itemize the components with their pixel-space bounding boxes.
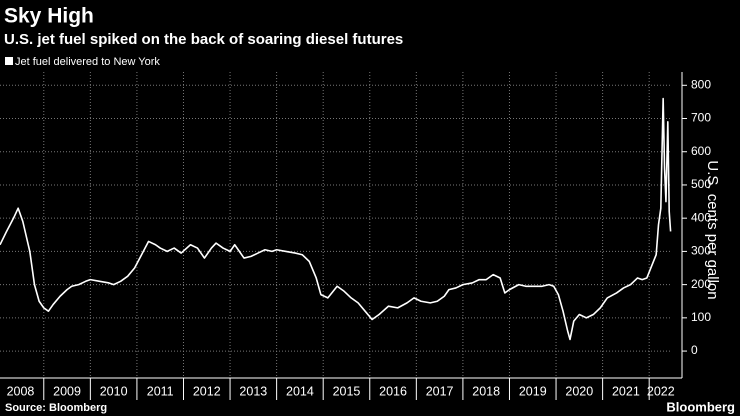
y-tick-label: 700 — [691, 111, 711, 125]
x-tick-label: 2021 — [612, 384, 640, 398]
brand: Bloomberg — [666, 399, 735, 414]
x-tick-label: 2014 — [286, 384, 314, 398]
x-tick-label: 2019 — [519, 384, 547, 398]
x-tick-label: 2013 — [239, 384, 267, 398]
x-tick-label: 2018 — [472, 384, 500, 398]
x-tick-label: 2020 — [565, 384, 593, 398]
y-axis-label: U.S. cents per gallon — [704, 160, 721, 299]
x-tick-label: 2017 — [426, 384, 454, 398]
chart-title: Sky High — [4, 5, 94, 28]
source: Source: Bloomberg — [5, 402, 107, 414]
x-tick-label: 2009 — [53, 384, 81, 398]
x-tick-label: 2016 — [379, 384, 407, 398]
y-tick-label: 600 — [691, 144, 711, 158]
y-tick-label: 300 — [691, 244, 711, 258]
y-tick-label: 800 — [691, 77, 711, 91]
y-tick-label: 100 — [691, 310, 711, 324]
chart-subtitle: U.S. jet fuel spiked on the back of soar… — [4, 31, 403, 48]
x-tick-label: 2012 — [193, 384, 221, 398]
y-tick-label: 500 — [691, 177, 711, 191]
y-tick-label: 0 — [691, 343, 698, 357]
x-tick-label: 2008 — [7, 384, 35, 398]
y-tick-label: 200 — [691, 277, 711, 291]
legend-label: Jet fuel delivered to New York — [15, 56, 160, 68]
data-line — [0, 97, 672, 341]
legend-swatch — [5, 57, 13, 65]
x-tick-label: 2022 — [647, 384, 675, 398]
x-tick-label: 2015 — [333, 384, 361, 398]
x-tick-label: 2011 — [147, 384, 174, 398]
x-tick-label: 2010 — [100, 384, 128, 398]
y-tick-label: 400 — [691, 210, 711, 224]
